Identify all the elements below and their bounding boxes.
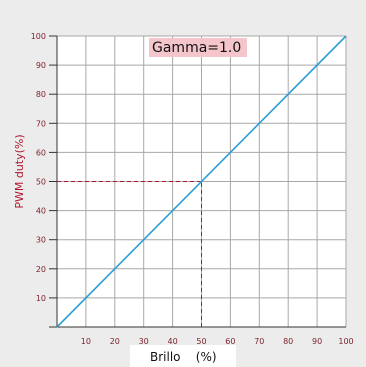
y-tick-label: 60 <box>36 148 46 157</box>
x-axis-label-background <box>130 345 236 367</box>
x-tick-label: 80 <box>283 337 293 346</box>
x-axis-label: Brillo (%) <box>150 350 217 364</box>
x-tick-label: 100 <box>338 337 353 346</box>
x-tick-label: 40 <box>168 337 178 346</box>
y-tick-label: 30 <box>36 236 46 245</box>
series <box>56 35 347 328</box>
y-tick-label: 70 <box>36 119 46 128</box>
reference-lines <box>57 181 202 327</box>
x-tick-label: 20 <box>110 337 120 346</box>
y-tick-label: 50 <box>36 178 46 187</box>
x-tick-label: 50 <box>196 337 206 346</box>
y-tick-label: 80 <box>36 90 46 99</box>
annotation-background <box>149 38 247 57</box>
gamma-annotation: Gamma=1.0 <box>152 40 241 56</box>
x-tick-label: 10 <box>81 337 91 346</box>
x-tick-label: 30 <box>139 337 149 346</box>
y-tick-label: 90 <box>36 61 46 70</box>
x-tick-label: 70 <box>254 337 264 346</box>
series-line <box>56 35 347 328</box>
y-tick-label: 20 <box>36 265 46 274</box>
tick-labels: 10 20 30 40 50 60 70 80 90 100 10 20 30 40 50 60 70 80 90 1… <box>31 32 354 346</box>
y-tick-label: 100 <box>31 32 46 41</box>
y-axis-label: PWM duty(%) <box>13 134 26 208</box>
x-tick-label: 90 <box>312 337 322 346</box>
y-tick-label: 40 <box>36 207 46 216</box>
x-tick-label: 60 <box>225 337 235 346</box>
y-tick-label: 10 <box>36 294 46 303</box>
